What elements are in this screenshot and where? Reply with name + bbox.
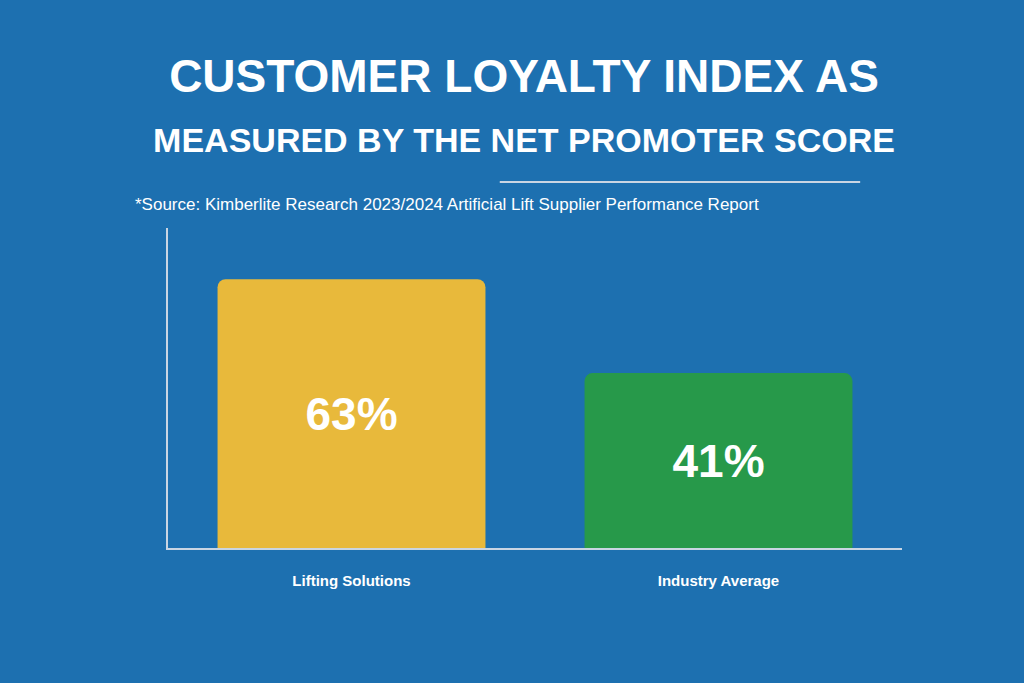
svg-text:Lifting Solutions: Lifting Solutions <box>292 572 410 589</box>
svg-text:41%: 41% <box>672 435 764 487</box>
svg-text:*Source: Kimberlite Research 2: *Source: Kimberlite Research 2023/2024 A… <box>135 195 759 214</box>
svg-text:CUSTOMER LOYALTY INDEX ASMEASU: CUSTOMER LOYALTY INDEX ASMEASURED BY THE… <box>153 50 895 159</box>
svg-text:Industry Average: Industry Average <box>658 572 779 589</box>
svg-text:63%: 63% <box>305 388 397 440</box>
